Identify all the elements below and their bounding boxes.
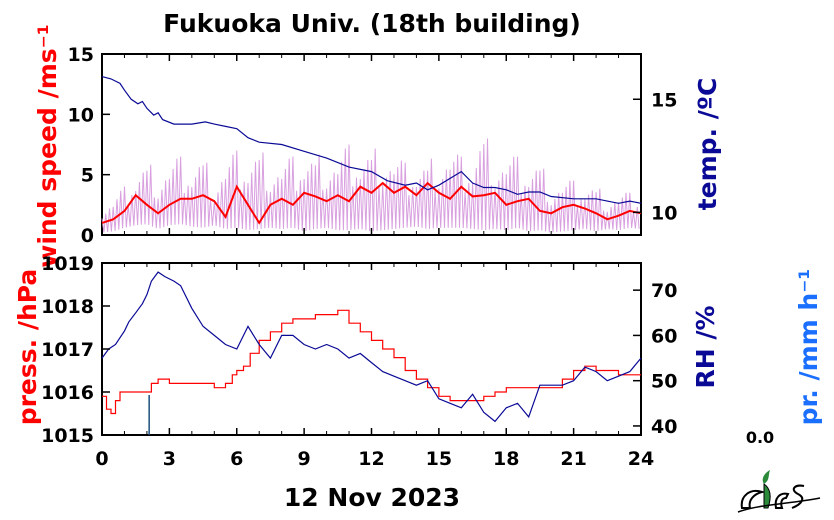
x-tick-label: 15 <box>426 448 452 470</box>
humidity-axis-label: RH /% <box>691 305 720 388</box>
date-label: 12 Nov 2023 <box>284 483 460 512</box>
x-tick-label: 0 <box>95 448 108 470</box>
right-tick-label: 40 <box>651 416 677 438</box>
pressure-line <box>102 309 641 415</box>
lab-logo <box>737 470 821 513</box>
x-tick-label: 3 <box>163 448 176 470</box>
left-tick-label: 1019 <box>41 253 94 275</box>
right-tick-label: 15 <box>651 89 677 111</box>
right-tick-label: 50 <box>651 371 677 393</box>
x-tick-label: 9 <box>298 448 311 470</box>
left-tick-label: 5 <box>81 165 94 187</box>
precipitation-value: 0.0 <box>746 428 774 447</box>
x-tick-label: 12 <box>358 448 384 470</box>
top-axis-ticks: 0 5 10 15 10 15 <box>68 44 678 247</box>
x-tick-label: 6 <box>230 448 243 470</box>
left-tick-label: 1017 <box>41 339 94 361</box>
left-tick-label: 1018 <box>41 296 94 318</box>
wind-temperature-panel: 0 5 10 15 10 15 wind speed /ms⁻¹ temp. /ºC <box>33 24 722 268</box>
x-tick-label: 18 <box>493 448 519 470</box>
pressure-humidity-panel: 0 3 6 9 12 15 18 21 24 1015 1016 1017 1018 1019 40 50 60… <box>13 253 823 470</box>
wind-raw-series <box>101 138 640 233</box>
left-tick-label: 1016 <box>41 382 94 404</box>
wind-speed-line <box>101 181 642 225</box>
left-tick-label: 15 <box>68 44 94 66</box>
chart-title: Fukuoka Univ. (18th building) <box>163 9 581 38</box>
temperature-line <box>101 76 642 204</box>
precipitation-axis-label: pr. /mm h⁻¹ <box>794 269 823 426</box>
x-tick-label: 21 <box>560 448 586 470</box>
bottom-series-group <box>101 271 642 435</box>
left-tick-label: 0 <box>81 225 94 247</box>
pressure-axis-label: press. /hPa <box>13 269 42 426</box>
left-tick-label: 1015 <box>41 425 94 447</box>
bottom-plot-frame <box>101 262 642 436</box>
humidity-line <box>101 271 642 423</box>
wind-speed-axis-label: wind speed /ms⁻¹ <box>33 24 62 268</box>
right-tick-label: 60 <box>651 325 677 347</box>
right-tick-label: 70 <box>651 280 677 302</box>
right-tick-label: 10 <box>651 202 677 224</box>
top-series-group <box>101 76 642 233</box>
temperature-axis-label: temp. /ºC <box>693 78 722 211</box>
bottom-axis-ticks: 0 3 6 9 12 15 18 21 24 1015 1016 1017 1018 1019 40 50 60… <box>41 253 677 470</box>
x-tick-label: 24 <box>628 448 654 470</box>
left-tick-label: 10 <box>68 104 94 126</box>
